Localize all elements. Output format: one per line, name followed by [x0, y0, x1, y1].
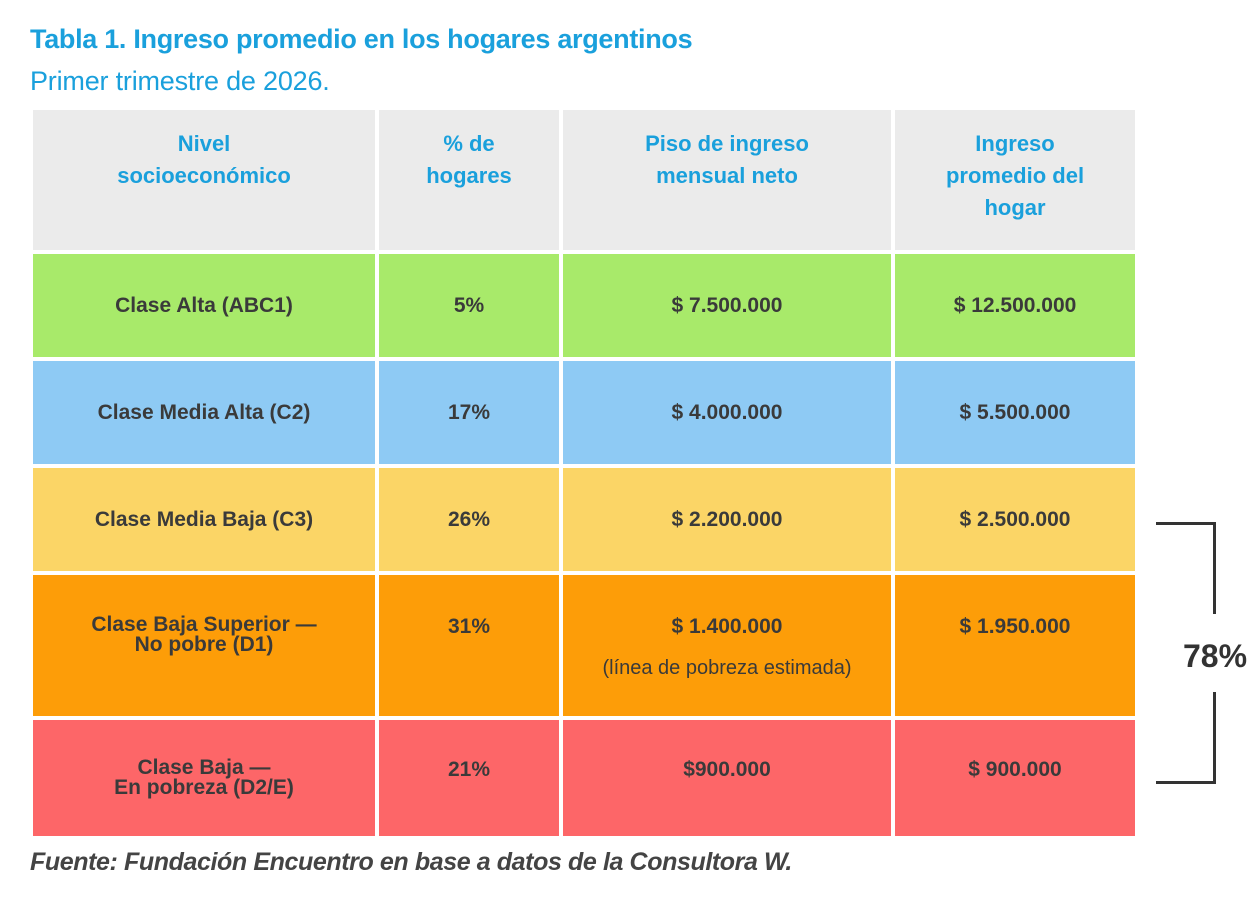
cell-piso: $900.000: [563, 720, 891, 836]
cell-piso: $ 1.400.000 (línea de pobreza estimada): [563, 575, 891, 716]
cell-nivel: Clase Baja — En pobreza (D2/E): [33, 720, 375, 836]
cell-nivel-line2: En pobreza (D2/E): [114, 776, 294, 799]
table-subtitle: Primer trimestre de 2026.: [30, 66, 330, 96]
cell-nivel-line1: Clase Baja Superior —: [91, 613, 317, 636]
header-promedio-line3: hogar: [984, 195, 1046, 220]
header-nivel: Nivel socioeconómico: [33, 110, 375, 250]
cell-nivel: Clase Media Alta (C2): [33, 361, 375, 464]
header-promedio-line1: Ingreso: [975, 131, 1055, 156]
source-note: Fuente: Fundación Encuentro en base a da…: [30, 848, 792, 876]
table-row: Clase Media Alta (C2) 17% $ 4.000.000 $ …: [33, 361, 1135, 464]
header-pct: % de hogares: [379, 110, 559, 250]
table-header-row: Nivel socioeconómico % de hogares Piso d…: [33, 110, 1135, 250]
table-row: Clase Media Baja (C3) 26% $ 2.200.000 $ …: [33, 468, 1135, 571]
table-row: Clase Baja — En pobreza (D2/E) 21% $900.…: [33, 720, 1135, 836]
cell-pct: 21%: [379, 720, 559, 836]
header-piso-line2: mensual neto: [656, 163, 798, 188]
cell-nivel: Clase Alta (ABC1): [33, 254, 375, 357]
cell-promedio: $ 2.500.000: [895, 468, 1135, 571]
cell-promedio: $ 12.500.000: [895, 254, 1135, 357]
cell-pct: 17%: [379, 361, 559, 464]
poverty-line-note: (línea de pobreza estimada): [602, 657, 852, 679]
table-title: Tabla 1. Ingreso promedio en los hogares…: [30, 24, 693, 54]
cell-pct: 31%: [379, 575, 559, 716]
header-pct-line2: hogares: [426, 163, 512, 188]
table-row: Clase Baja Superior — No pobre (D1) 31% …: [33, 575, 1135, 716]
header-promedio: Ingreso promedio del hogar: [895, 110, 1135, 250]
cell-piso: $ 7.500.000: [563, 254, 891, 357]
bracket-bottom: [1156, 692, 1216, 784]
table-row: Clase Alta (ABC1) 5% $ 7.500.000 $ 12.50…: [33, 254, 1135, 357]
bracket-total-label: 78%: [1183, 638, 1248, 674]
bracket-top: [1156, 522, 1216, 614]
cell-piso: $ 4.000.000: [563, 361, 891, 464]
cell-pct: 5%: [379, 254, 559, 357]
cell-nivel: Clase Baja Superior — No pobre (D1): [33, 575, 375, 716]
header-nivel-line1: Nivel: [177, 131, 231, 156]
income-table: Nivel socioeconómico % de hogares Piso d…: [29, 106, 1139, 840]
cell-promedio: $ 1.950.000: [895, 575, 1135, 716]
header-piso: Piso de ingreso mensual neto: [563, 110, 891, 250]
cell-piso-value: $ 1.400.000: [671, 615, 783, 638]
cell-nivel: Clase Media Baja (C3): [33, 468, 375, 571]
cell-pct: 26%: [379, 468, 559, 571]
header-promedio-line2: promedio del: [945, 163, 1085, 188]
cell-promedio: $ 900.000: [895, 720, 1135, 836]
header-nivel-line2: socioeconómico: [117, 163, 291, 188]
header-pct-line1: % de: [443, 131, 495, 156]
cell-nivel-line1: Clase Baja —: [137, 756, 271, 779]
header-piso-line1: Piso de ingreso: [645, 131, 809, 156]
cell-promedio: $ 5.500.000: [895, 361, 1135, 464]
cell-piso: $ 2.200.000: [563, 468, 891, 571]
cell-nivel-line2: No pobre (D1): [134, 633, 274, 656]
